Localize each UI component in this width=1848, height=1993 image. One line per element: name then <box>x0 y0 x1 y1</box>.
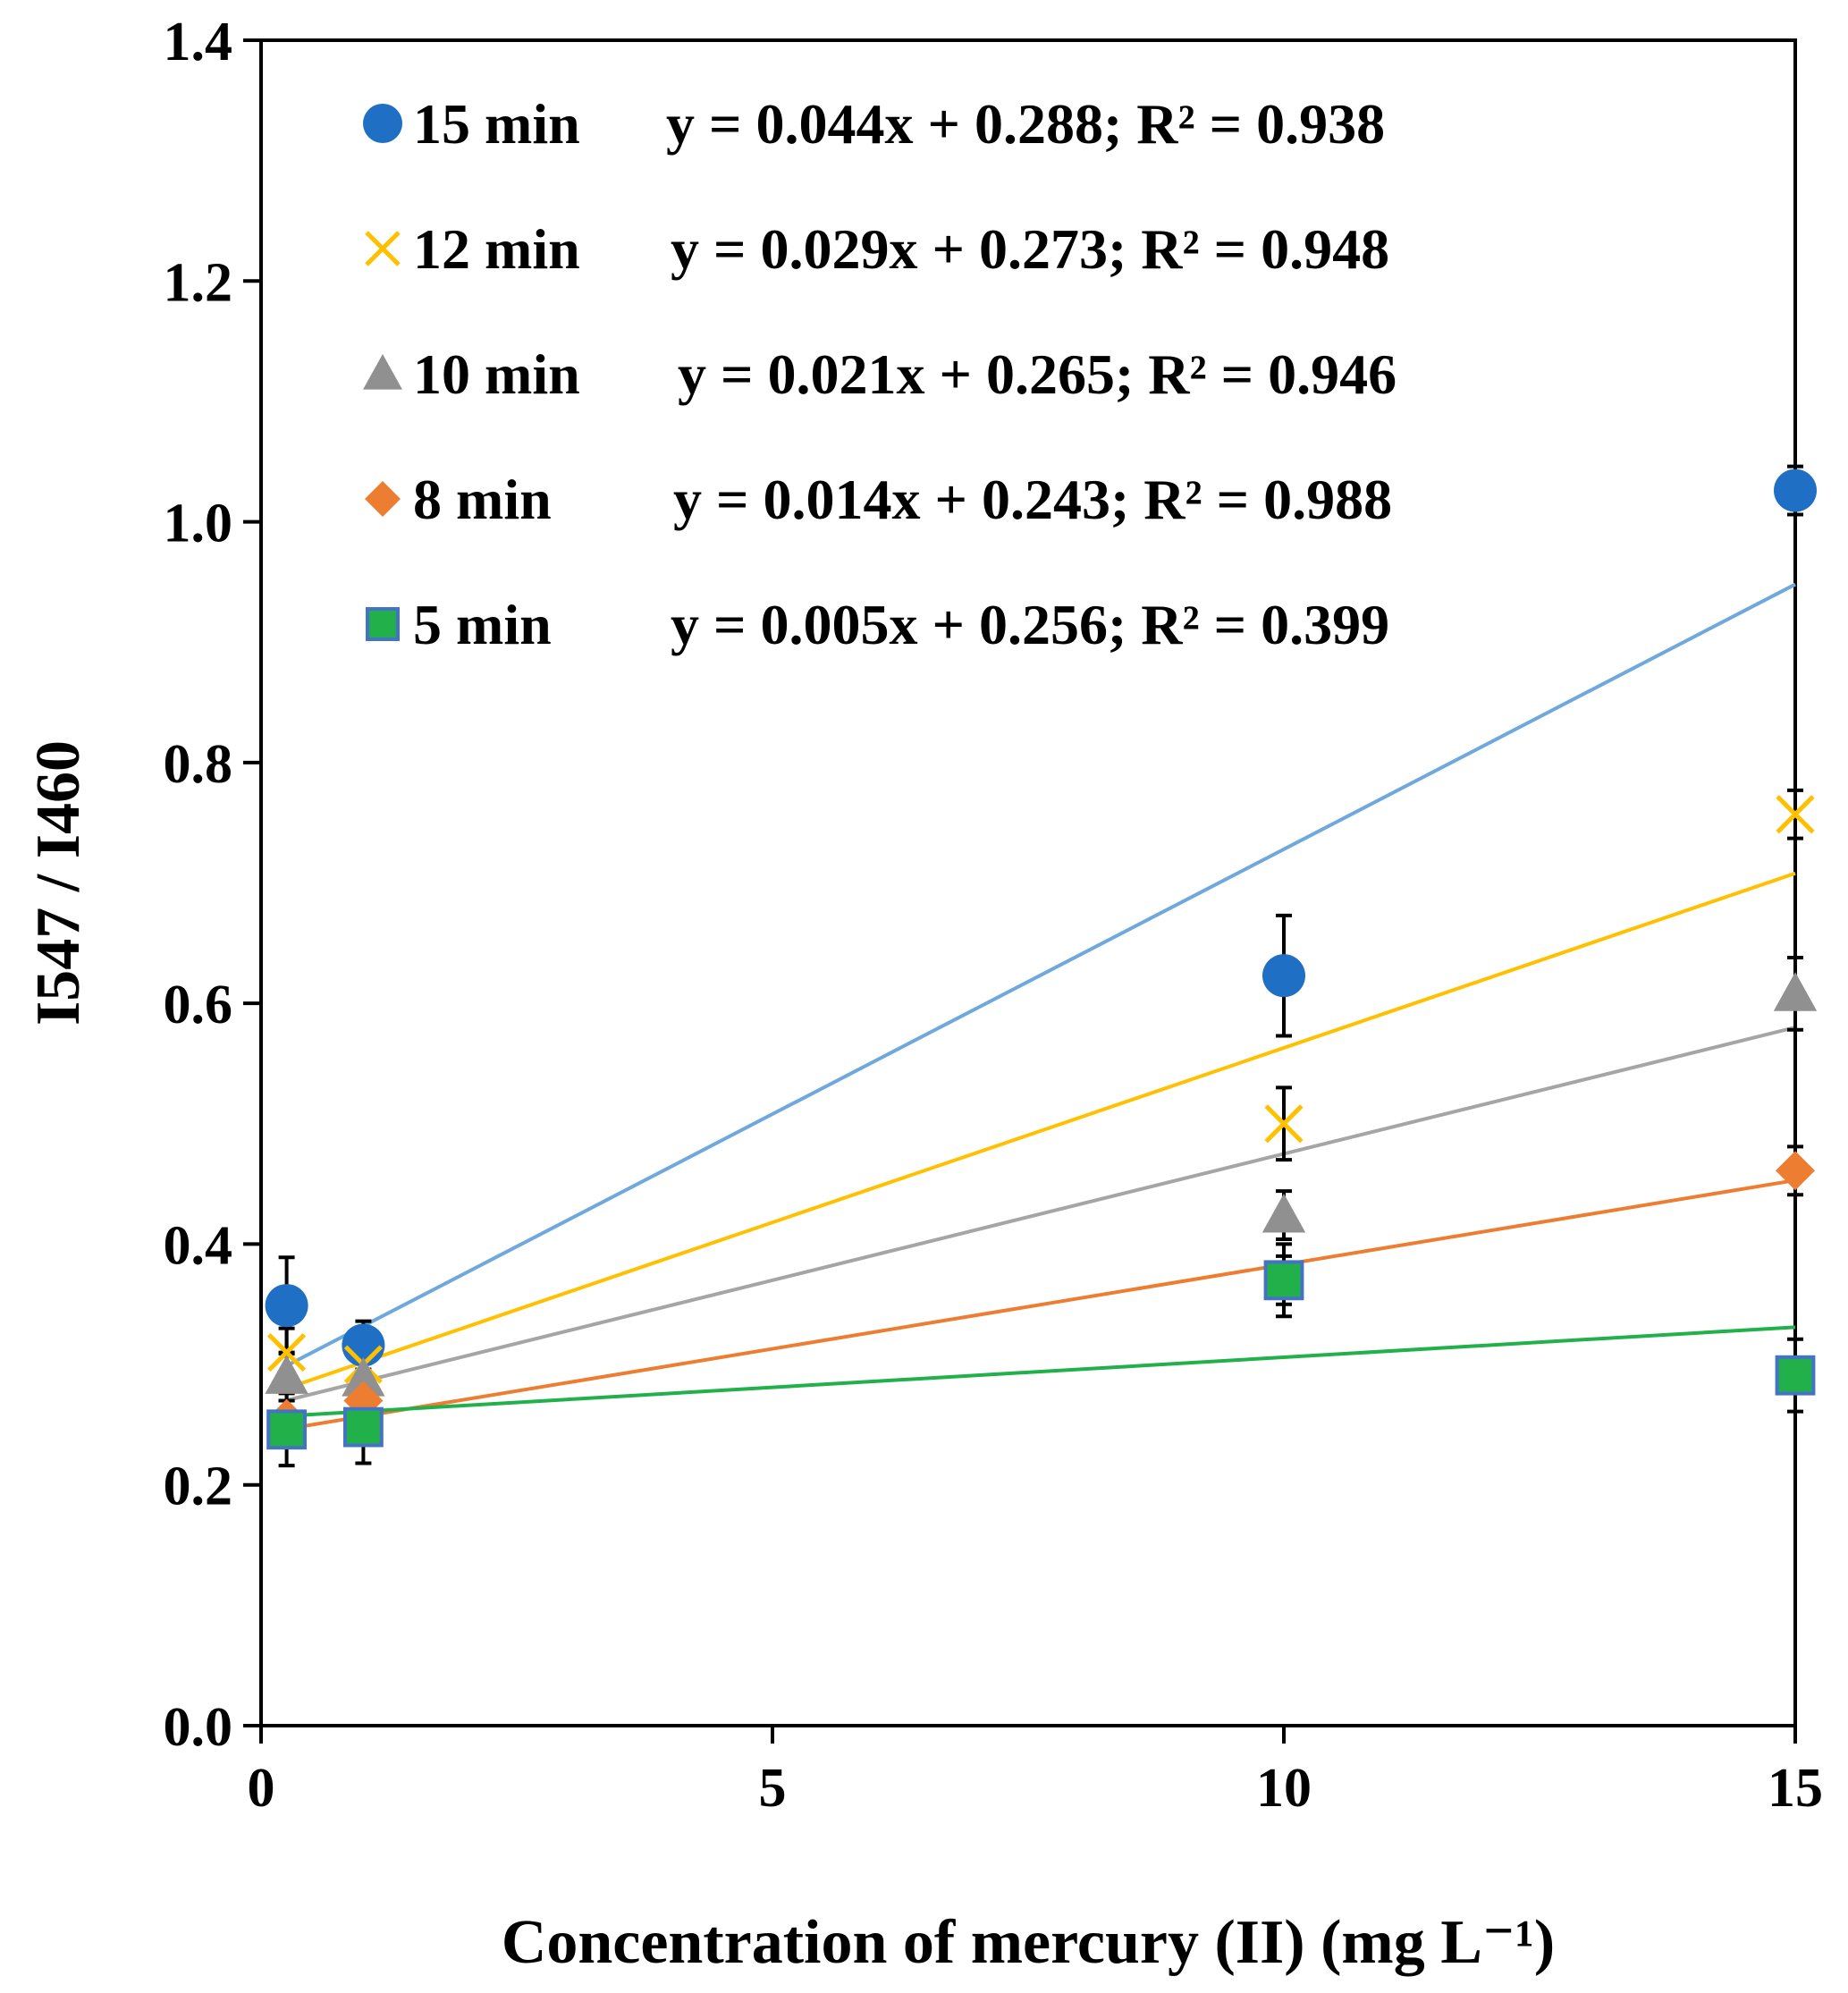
y-tick-label: 1.2 <box>164 252 233 313</box>
trendline-10-min <box>286 1026 1796 1403</box>
legend-marker-15-min <box>363 104 402 143</box>
x-tick-label: 5 <box>759 1758 787 1819</box>
plot-area-border <box>259 38 1797 1727</box>
data-point-8-min <box>1776 1151 1815 1191</box>
legend-label: 12 min <box>413 217 580 281</box>
x-tick-label: 10 <box>1256 1758 1312 1819</box>
legend-label: 8 min <box>413 468 552 531</box>
legend-equation: y = 0.005x + 0.256; R² = 0.399 <box>671 593 1389 656</box>
data-point-10-min <box>1262 1193 1306 1233</box>
axes: 0.0 0.2 0.4 0.6 0.8 1.0 1.2 1.4 0 5 10 15 <box>164 12 1824 1819</box>
legend-label: 10 min <box>413 342 580 406</box>
x-tick-label: 0 <box>248 1758 275 1819</box>
data-point-10-min <box>265 1355 308 1394</box>
y-tick-label: 0.6 <box>164 975 233 1035</box>
legend-marker-8-min <box>365 481 401 517</box>
y-tick-label: 1.4 <box>164 12 233 72</box>
legend-marker-12-min <box>365 231 401 266</box>
plot-frame <box>259 38 1797 1727</box>
legend-marker-10-min <box>363 354 402 390</box>
data-point-15-min <box>265 1284 308 1328</box>
data-point-15-min <box>1774 469 1817 512</box>
data-point-5-min <box>343 1406 384 1448</box>
data-point-5-min <box>1263 1260 1304 1301</box>
y-tick-label: 0.0 <box>164 1697 233 1758</box>
legend-label: 5 min <box>413 593 552 656</box>
legend-label: 15 min <box>413 92 580 156</box>
trendline-15-min <box>285 582 1796 1368</box>
legend-equation: y = 0.044x + 0.288; R² = 0.938 <box>666 92 1385 156</box>
trendline-12-min <box>285 871 1796 1390</box>
data-point-10-min <box>1773 972 1818 1011</box>
legend: 15 min y = 0.044x + 0.288; R² = 0.938 12 m… <box>363 92 1397 656</box>
data-point-5-min <box>1775 1355 1816 1396</box>
y-tick-label: 0.4 <box>164 1215 233 1276</box>
x-axis-title: Concentration of mercury (II) (mg L⁻¹) <box>502 1908 1555 1977</box>
trendline-8-min <box>286 1178 1796 1431</box>
legend-equation: y = 0.029x + 0.273; R² = 0.948 <box>671 217 1389 281</box>
data-point-15-min <box>1262 954 1305 998</box>
data-point-5-min <box>266 1409 308 1450</box>
data-point-12-min <box>267 1333 307 1372</box>
legend-equation: y = 0.021x + 0.265; R² = 0.946 <box>678 342 1397 406</box>
y-tick-label: 0.8 <box>164 734 233 795</box>
trendline-5-min <box>286 1325 1796 1418</box>
data-points <box>265 469 1818 1450</box>
y-tick-label: 1.0 <box>164 494 233 554</box>
y-tick-label: 0.2 <box>164 1457 233 1517</box>
data-point-12-min <box>1264 1104 1304 1144</box>
data-point-12-min <box>1776 795 1815 834</box>
data-point-10-min <box>342 1357 385 1397</box>
legend-equation: y = 0.014x + 0.243; R² = 0.988 <box>673 468 1392 531</box>
trendlines <box>285 582 1796 1431</box>
y-axis-title: I547 / I460 <box>24 740 93 1026</box>
x-tick-label: 15 <box>1768 1758 1823 1819</box>
legend-marker-5-min <box>366 607 400 641</box>
